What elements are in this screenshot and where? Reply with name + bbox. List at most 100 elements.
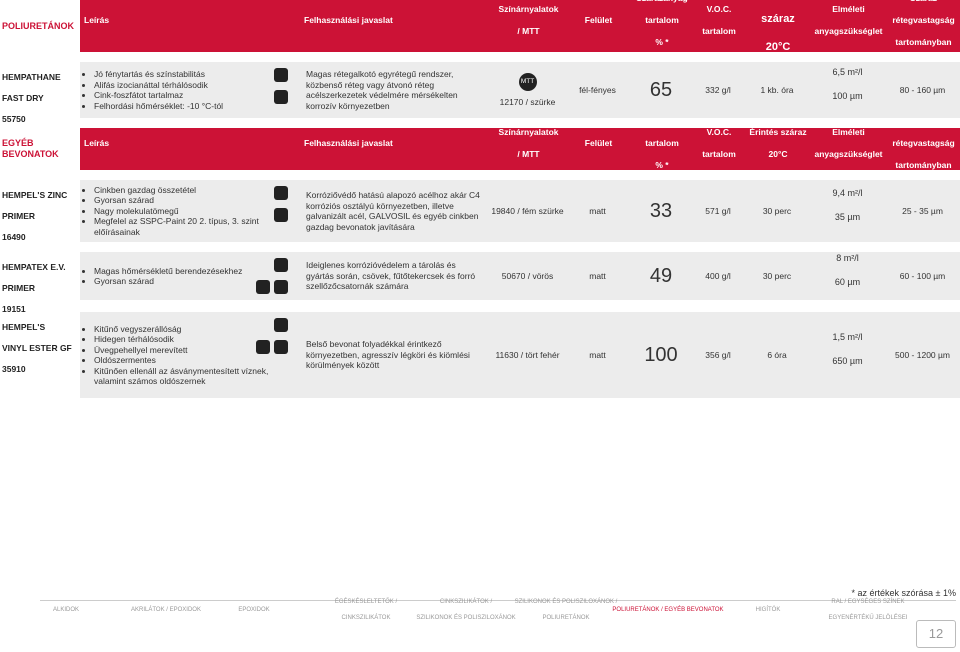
voc: 400 g/l [705, 270, 731, 281]
nav-link[interactable]: RAL / EGYSÉGES SZÍNEK EGYENÉRTÉKŰ JELÖLÉS… [808, 599, 928, 624]
bullets: Jó fénytartás és színstabilitásAlifás iz… [84, 62, 274, 118]
bullets: Magas hőmérsékletű berendezésekhezGyorsa… [84, 252, 274, 300]
line: PRIMER [2, 283, 36, 293]
line: V.O.C. [706, 127, 732, 137]
line: HEMPEL'S [2, 322, 46, 332]
bullet-list: Magas hőmérsékletű berendezésekhezGyorsa… [84, 266, 274, 287]
icon [274, 280, 288, 294]
dft: 500 - 1200 µm [895, 349, 950, 360]
color: 50670 / vörös [501, 270, 554, 281]
line: 60 µm [834, 277, 861, 287]
line: tartalom [645, 15, 679, 25]
product-name: HEMPEL'S VINYL ESTER GF 35910 [0, 312, 80, 398]
bullet-list: Jó fénytartás és színstabilitásAlifás iz… [84, 69, 274, 111]
line: Érintés száraz [749, 127, 807, 137]
bullet: Gyorsan szárad [94, 195, 274, 206]
solids: 100 [644, 344, 678, 366]
icons [248, 318, 288, 358]
line: SZILIKONOK ÉS POLISZILOXÁNOK [416, 615, 516, 621]
line: FAST DRY [2, 93, 44, 103]
line: Felület [584, 15, 613, 25]
title: EGYÉB BEVONATOK [2, 138, 59, 159]
bullets: Kitűnő vegyszerállóságHidegen térhálósod… [84, 312, 274, 398]
line: Elméleti [832, 4, 865, 14]
header-cell: Száraz rétegvastagság tartományban [889, 0, 958, 52]
line: CINKSZILIKÁTOK / [439, 599, 493, 605]
bullet: Hidegen térhálósodik [94, 334, 274, 345]
header-cell: Leírás [84, 128, 298, 170]
bullet: Nagy molekulatömegű [94, 206, 274, 217]
line: EGYENÉRTÉKŰ JELÖLÉSEI [828, 615, 908, 621]
nav-link[interactable]: EPOXIDOK [194, 604, 314, 624]
line: 8 m²/l [836, 253, 859, 263]
color: 11630 / tört fehér [495, 349, 560, 360]
nav-link[interactable]: POLIURETÁNOK / EGYÉB BEVONATOK [608, 604, 728, 624]
line: HEMPATHANE [2, 72, 61, 82]
nav-link[interactable]: AKRILÁTOK / EPOXIDOK [106, 604, 226, 624]
bullet: Magas hőmérsékletű berendezésekhez [94, 266, 274, 277]
line: HEMPEL'S ZINC [2, 190, 68, 200]
bullet: Oldószermentes [94, 355, 274, 366]
header-bar [80, 0, 960, 52]
line: Száraz [889, 0, 958, 4]
line: tartalom [645, 138, 679, 148]
coverage: 9,4 m²/l 35 µm [810, 180, 885, 242]
line: AKRILÁTOK / EPOXIDOK [131, 607, 201, 613]
finish: fél-fényes [579, 84, 616, 95]
nav-link[interactable]: ÉGÉSKÉSLELTETŐK / CINKSZILIKÁTOK [306, 599, 426, 624]
icon [274, 258, 288, 272]
line: 1,5 m²/l [832, 332, 863, 342]
color: 19840 / fém szürke [491, 205, 564, 216]
header-cell: Szárazanyag tartalom % * [634, 0, 690, 52]
line: tartományban [895, 37, 952, 47]
icon [256, 340, 270, 354]
dry: 30 perc [762, 205, 792, 216]
line: RAL / EGYSÉGES SZÍNEK [831, 599, 905, 605]
line: ÉGÉSKÉSLELTETŐK / [334, 599, 398, 605]
line: % * [655, 160, 669, 170]
nav-link[interactable]: ALKIDOK [6, 604, 126, 624]
dry: 30 perc [762, 270, 792, 281]
line: anyagszükséglet [814, 149, 883, 159]
row-bg [80, 62, 960, 118]
row-bg [80, 312, 960, 398]
line: EPOXIDOK [238, 607, 270, 613]
line: POLIURETÁNOK [542, 615, 590, 621]
usage: Belső bevonat folyadékkal érintkező körn… [306, 339, 470, 371]
color-cell: 19840 / fém szürke [490, 180, 565, 242]
line: 20°C [765, 41, 791, 53]
bullet: Cink-foszfátot tartalmaz [94, 90, 274, 101]
icons [270, 68, 288, 108]
icons [270, 186, 288, 226]
nav-link[interactable]: SZILIKONOK ÉS POLISZILOXÁNOK / POLIURETÁN… [506, 599, 626, 624]
header-cell: Leírás [84, 0, 298, 52]
header-cell: Elméleti anyagszükséglet [814, 0, 883, 52]
icon [256, 280, 270, 294]
line: 55750 [2, 114, 26, 124]
line: POLIURETÁNOK / EGYÉB BEVONATOK [612, 607, 724, 613]
line: 16490 [2, 232, 26, 242]
usage: Magas rétegalkotó egyrétegű rendszer, kö… [306, 69, 458, 111]
bullet: Alifás izocianáttal térhálósodik [94, 80, 274, 91]
dry: 6 óra [767, 349, 787, 360]
line: SZILIKONOK ÉS POLISZILOXÁNOK / [514, 599, 618, 605]
nav-link[interactable]: HIGÍTÓK [708, 604, 828, 624]
line: CINKSZILIKÁTOK [341, 615, 391, 621]
line: Felhasználási javaslat [304, 15, 393, 25]
line: Száraz [910, 116, 937, 126]
line: rétegvastagság [892, 138, 955, 148]
line: Leírás [84, 15, 110, 25]
icon [274, 186, 288, 200]
line: Felhasználási javaslat [304, 138, 393, 148]
line: Színárnyalatok [498, 127, 559, 137]
bullet: Cinkben gazdag összetétel [94, 185, 274, 196]
nav-link[interactable]: CINKSZILIKÁTOK / SZILIKONOK ÉS POLISZILOX… [406, 599, 526, 624]
line: / MTT [517, 26, 540, 36]
line: ALKIDOK [52, 607, 79, 613]
page-number: 12 [916, 620, 956, 648]
header-cell: Felhasználási javaslat [304, 0, 488, 52]
line: száraz [761, 13, 795, 25]
bullet-list: Cinkben gazdag összetételGyorsan száradN… [84, 185, 274, 238]
